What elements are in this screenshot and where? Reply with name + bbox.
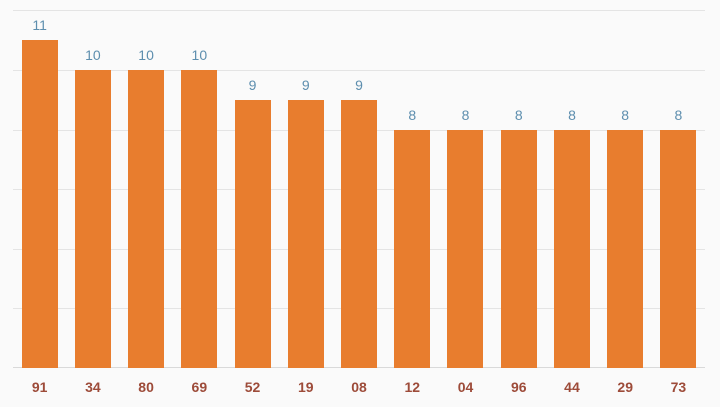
bar[interactable]	[234, 100, 271, 368]
x-axis-tick-label: 96	[510, 379, 527, 395]
bar[interactable]	[74, 70, 111, 368]
bar[interactable]	[553, 130, 590, 368]
bar-value-label: 8	[568, 107, 576, 123]
bar-column: 8	[652, 0, 705, 368]
gridline	[13, 10, 705, 11]
bar[interactable]	[607, 130, 644, 368]
x-axis-tick-label: 04	[457, 379, 474, 395]
x-axis-tick-label: 73	[670, 379, 687, 395]
x-axis-tick-label: 52	[244, 379, 261, 395]
bar-column: 11	[13, 0, 66, 368]
bar-value-label: 8	[514, 107, 523, 123]
x-axis-tick-label: 69	[191, 379, 208, 395]
bar[interactable]	[287, 100, 324, 368]
bar-column: 8	[599, 0, 652, 368]
bar-value-label: 9	[355, 77, 363, 93]
bar-value-label: 10	[191, 47, 208, 63]
x-axis-tick-label: 91	[31, 379, 48, 395]
bar-value-label: 10	[138, 47, 154, 63]
bar-value-label: 10	[85, 47, 101, 63]
bar-value-label: 8	[674, 107, 683, 123]
bar-column: 8	[386, 0, 439, 368]
bar-value-label: 8	[408, 107, 417, 123]
bars-group: 11 10 10 10 9 9	[13, 0, 705, 368]
x-axis-tick-label: 34	[85, 379, 101, 395]
bar[interactable]	[341, 100, 378, 368]
x-axis-tick-label: 08	[351, 379, 367, 395]
bar[interactable]	[128, 70, 165, 368]
x-axis-tick-label: 19	[298, 379, 314, 395]
bar[interactable]	[447, 130, 484, 368]
bar-column: 9	[279, 0, 332, 368]
x-axis-labels: 91 34 80 69 52 19 08 12 04 96 44 29 73	[13, 379, 705, 395]
x-axis-tick-label: 12	[404, 379, 421, 395]
bar[interactable]	[21, 40, 58, 368]
bar-value-label: 9	[248, 77, 257, 93]
bar[interactable]	[394, 130, 431, 368]
gridline	[13, 70, 705, 71]
bar-value-label: 9	[301, 77, 310, 93]
bar-column: 9	[332, 0, 385, 368]
bar-column: 10	[119, 0, 172, 368]
bar-column: 10	[66, 0, 119, 368]
bar-value-label: 11	[32, 17, 47, 33]
bar[interactable]	[500, 130, 537, 368]
chart-plot-area: 11 10 10 10 9 9	[13, 0, 705, 407]
bar-column: 9	[226, 0, 279, 368]
bar-column: 10	[173, 0, 226, 368]
bar-value-label: 8	[621, 107, 630, 123]
x-axis-tick-label: 80	[138, 379, 154, 395]
bar-column: 8	[492, 0, 545, 368]
x-axis-tick-label: 29	[617, 379, 633, 395]
bar[interactable]	[181, 70, 218, 368]
bar-value-label: 8	[461, 107, 470, 123]
bar-column: 8	[545, 0, 598, 368]
bar-column: 8	[439, 0, 492, 368]
bar[interactable]	[660, 130, 697, 368]
x-axis-tick-label: 44	[564, 379, 580, 395]
